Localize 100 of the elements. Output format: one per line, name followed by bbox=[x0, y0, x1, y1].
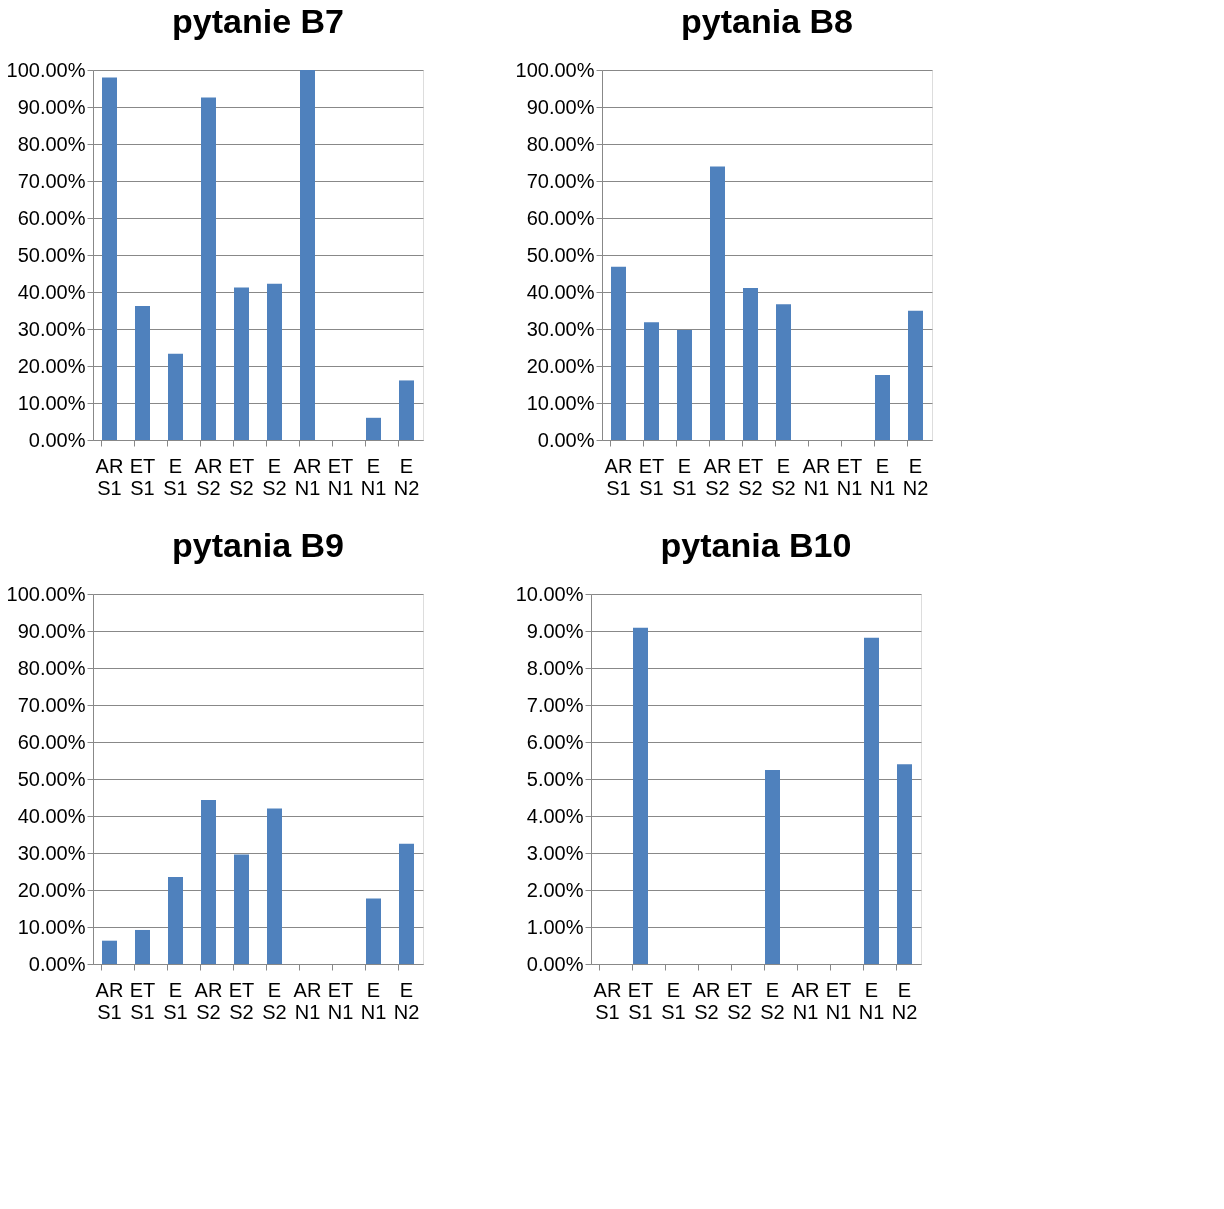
y-tick-label: 50.00% bbox=[526, 243, 595, 266]
chart-title: pytania B9 bbox=[172, 526, 344, 564]
bar bbox=[710, 166, 725, 440]
y-tick-label: 7.00% bbox=[526, 693, 584, 716]
x-tick-label: E N1 bbox=[869, 454, 896, 499]
x-tick-label: AR S1 bbox=[604, 454, 633, 499]
x-tick-label: ET S1 bbox=[129, 978, 156, 1023]
x-tick-label: AR N1 bbox=[293, 454, 322, 499]
bar bbox=[168, 877, 183, 964]
y-tick-label: 0.00% bbox=[28, 428, 86, 451]
bar bbox=[366, 898, 381, 964]
y-tick-label: 6.00% bbox=[526, 730, 584, 753]
y-tick-label: 70.00% bbox=[526, 169, 595, 192]
bar bbox=[267, 283, 282, 440]
x-tick-label: E N2 bbox=[393, 454, 420, 499]
bar bbox=[765, 770, 780, 964]
bar bbox=[168, 353, 183, 440]
x-tick-label: E N2 bbox=[902, 454, 929, 499]
y-tick-label: 60.00% bbox=[17, 730, 86, 753]
x-tick-label: E N2 bbox=[891, 978, 918, 1023]
bar bbox=[611, 266, 626, 440]
bar bbox=[633, 627, 648, 964]
y-tick-label: 20.00% bbox=[526, 354, 595, 377]
bar bbox=[102, 77, 117, 440]
y-tick-label: 10.00% bbox=[515, 582, 584, 605]
y-tick-label: 80.00% bbox=[17, 656, 86, 679]
bar bbox=[743, 287, 758, 440]
bar bbox=[776, 304, 791, 440]
x-tick-label: ET S1 bbox=[638, 454, 665, 499]
x-tick-label: ET N1 bbox=[327, 454, 354, 499]
y-tick-label: 70.00% bbox=[17, 169, 86, 192]
x-tick-label: AR S1 bbox=[593, 978, 622, 1023]
y-tick-label: 90.00% bbox=[526, 95, 595, 118]
y-tick-label: 10.00% bbox=[526, 391, 595, 414]
x-tick-label: ET S2 bbox=[228, 978, 255, 1023]
x-tick-label: ET S2 bbox=[726, 978, 753, 1023]
chart-title: pytanie B7 bbox=[172, 2, 344, 40]
bar bbox=[234, 287, 249, 440]
y-tick-label: 10.00% bbox=[17, 391, 86, 414]
y-tick-label: 90.00% bbox=[17, 95, 86, 118]
bar bbox=[399, 843, 414, 964]
y-tick-label: 5.00% bbox=[526, 767, 584, 790]
y-tick-label: 60.00% bbox=[526, 206, 595, 229]
y-tick-label: 50.00% bbox=[17, 243, 86, 266]
x-tick-label: AR N1 bbox=[802, 454, 831, 499]
x-tick-label: E N2 bbox=[393, 978, 420, 1023]
x-tick-label: ET S1 bbox=[627, 978, 654, 1023]
bar bbox=[875, 374, 890, 440]
x-tick-label: ET N1 bbox=[836, 454, 863, 499]
x-tick-label: AR N1 bbox=[293, 978, 322, 1023]
bar bbox=[908, 310, 923, 440]
y-tick-label: 90.00% bbox=[17, 619, 86, 642]
x-tick-label: E N1 bbox=[360, 978, 387, 1023]
y-tick-label: 100.00% bbox=[515, 58, 595, 81]
x-tick-label: ET S2 bbox=[228, 454, 255, 499]
y-tick-label: 9.00% bbox=[526, 619, 584, 642]
y-tick-label: 20.00% bbox=[17, 354, 86, 377]
x-tick-label: AR N1 bbox=[791, 978, 820, 1023]
x-tick-label: ET N1 bbox=[825, 978, 852, 1023]
y-tick-label: 0.00% bbox=[537, 428, 595, 451]
x-tick-label: AR S1 bbox=[95, 454, 124, 499]
y-tick-label: 4.00% bbox=[526, 804, 584, 827]
bar bbox=[234, 854, 249, 964]
y-tick-label: 0.00% bbox=[526, 952, 584, 975]
x-tick-label: ET S1 bbox=[129, 454, 156, 499]
bar bbox=[644, 322, 659, 440]
x-tick-label: E S1 bbox=[163, 978, 188, 1023]
bar bbox=[864, 637, 879, 964]
y-tick-label: 20.00% bbox=[17, 878, 86, 901]
x-tick-label: E S1 bbox=[163, 454, 188, 499]
bar bbox=[102, 940, 117, 964]
y-tick-label: 100.00% bbox=[6, 58, 86, 81]
x-tick-label: E S1 bbox=[672, 454, 697, 499]
x-tick-label: E S2 bbox=[771, 454, 796, 499]
y-tick-label: 60.00% bbox=[17, 206, 86, 229]
bar bbox=[201, 97, 216, 440]
y-tick-label: 0.00% bbox=[28, 952, 86, 975]
x-tick-label: E N1 bbox=[858, 978, 885, 1023]
x-tick-label: E S2 bbox=[760, 978, 785, 1023]
bar bbox=[399, 380, 414, 440]
bar bbox=[135, 306, 150, 440]
chart-title: pytania B8 bbox=[681, 2, 853, 40]
bar bbox=[897, 764, 912, 964]
chart-title: pytania B10 bbox=[660, 526, 852, 564]
x-tick-label: E S1 bbox=[661, 978, 686, 1023]
y-tick-label: 80.00% bbox=[526, 132, 595, 155]
y-tick-label: 3.00% bbox=[526, 841, 584, 864]
y-tick-label: 40.00% bbox=[17, 280, 86, 303]
x-tick-label: ET N1 bbox=[327, 978, 354, 1023]
y-tick-label: 70.00% bbox=[17, 693, 86, 716]
y-tick-label: 1.00% bbox=[526, 915, 584, 938]
x-tick-label: AR S1 bbox=[95, 978, 124, 1023]
y-tick-label: 10.00% bbox=[17, 915, 86, 938]
y-tick-label: 8.00% bbox=[526, 656, 584, 679]
bar bbox=[135, 929, 150, 964]
y-tick-label: 80.00% bbox=[17, 132, 86, 155]
y-tick-label: 50.00% bbox=[17, 767, 86, 790]
bar bbox=[677, 330, 692, 440]
x-tick-label: ET S2 bbox=[737, 454, 764, 499]
y-tick-label: 40.00% bbox=[526, 280, 595, 303]
